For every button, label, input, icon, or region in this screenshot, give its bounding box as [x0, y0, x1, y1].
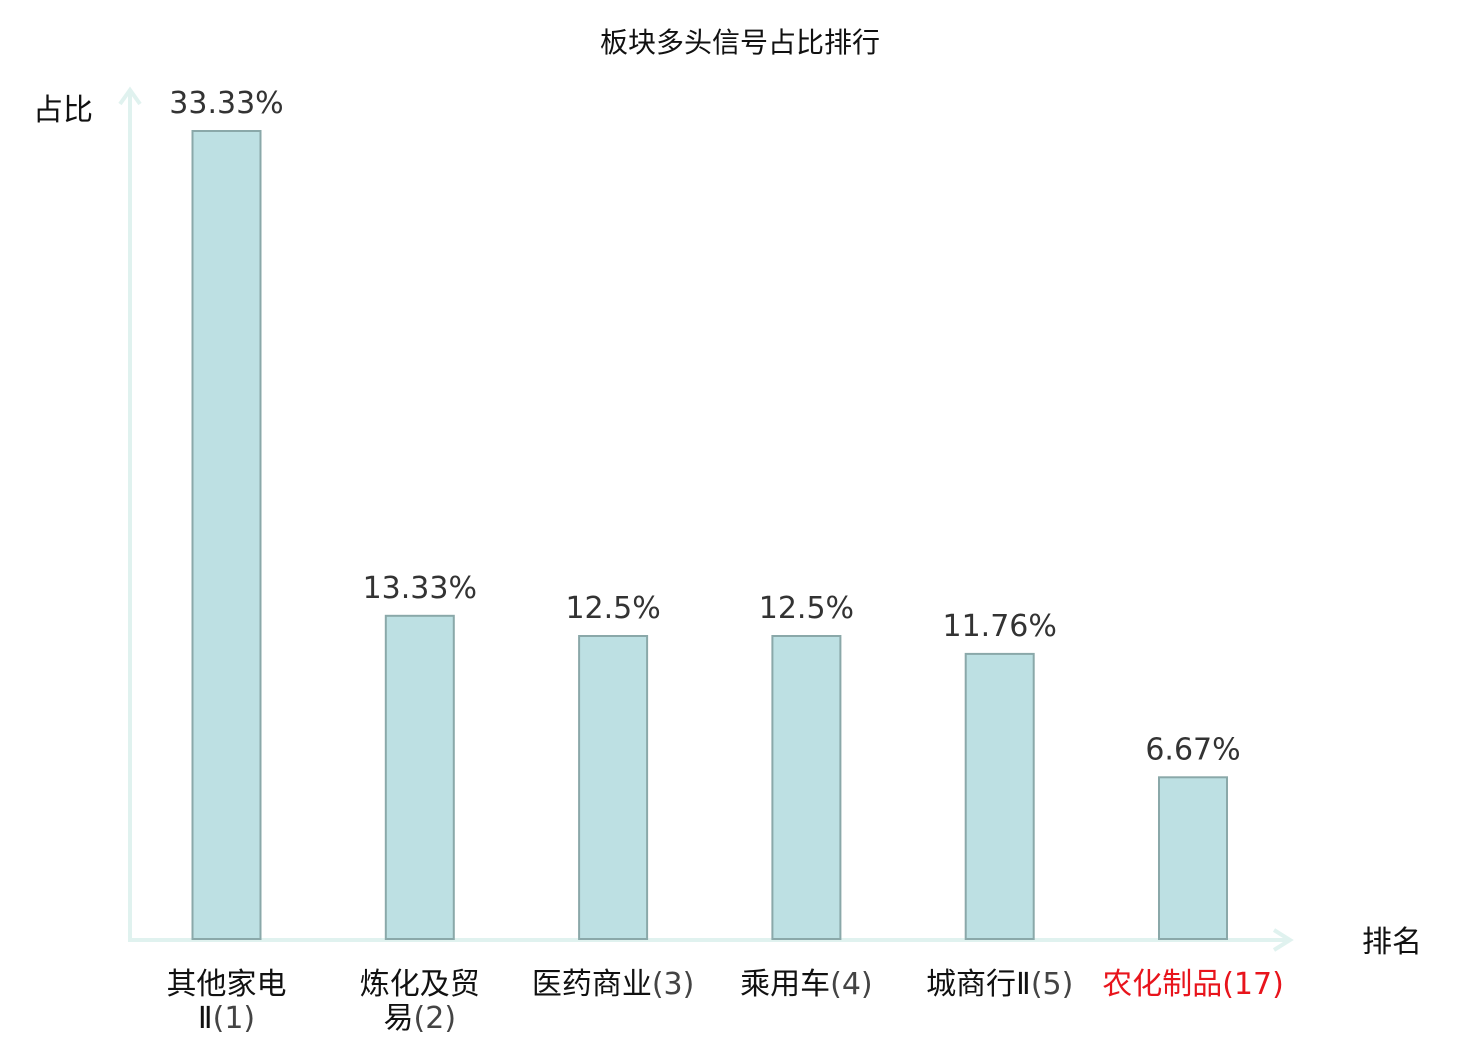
axes [118, 86, 1294, 952]
x-axis-arrow [1272, 928, 1294, 952]
bar [578, 635, 649, 940]
chart-title: 板块多头信号占比排行 [600, 26, 880, 59]
x-axis-label: 排名 [1362, 925, 1422, 960]
data-label: 12.5% [565, 591, 660, 626]
y-axis-label: 占比 [33, 93, 93, 128]
bar [191, 130, 262, 940]
bar [384, 614, 455, 940]
data-label: 11.76% [943, 609, 1057, 644]
value-labels-group: 33.33% 13.33% 12.5% 12.5% 11.76% 6.67% [169, 86, 1240, 767]
bar [1158, 776, 1228, 940]
bar [964, 652, 1035, 941]
bars-group [191, 130, 1228, 941]
x-tick-label: 乘用车(4) [740, 967, 873, 1002]
x-tick-label: 易(2) [384, 1001, 457, 1036]
bar [771, 635, 842, 940]
data-label: 13.33% [363, 571, 477, 606]
x-tick-label: Ⅱ(1) [198, 1001, 255, 1036]
x-tick-label: 医药商业(3) [532, 967, 695, 1002]
data-label: 33.33% [169, 86, 283, 121]
x-tick-label: 炼化及贸 [360, 967, 480, 1002]
x-tick-label: 城商行Ⅱ(5) [926, 967, 1073, 1002]
data-label: 6.67% [1145, 732, 1240, 767]
x-tick-label: 其他家电 [167, 967, 287, 1002]
data-label: 12.5% [759, 591, 854, 626]
x-tick-label: 农化制品(17) [1102, 967, 1284, 1002]
y-axis-arrow [118, 86, 142, 106]
